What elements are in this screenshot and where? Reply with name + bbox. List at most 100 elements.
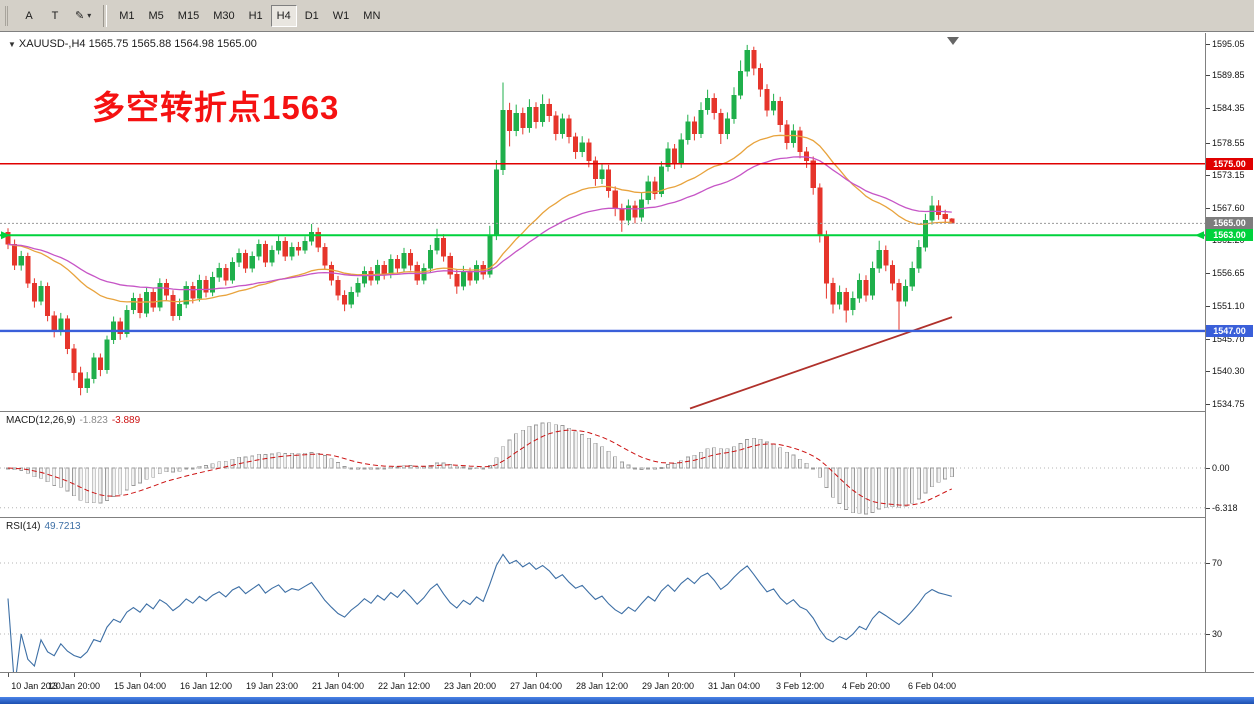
time-axis-label: 6 Feb 04:00 [907, 681, 957, 691]
price-badge-154700: 1547.00 [1206, 324, 1253, 337]
toolbar-grip[interactable] [5, 5, 11, 26]
price-axis-label: 1584.35 [1212, 102, 1245, 113]
price-axis[interactable]: 1595.05 1589.85 1584.35 1578.55 1573.15 1567.… [1205, 33, 1254, 672]
time-axis-label: 3 Feb 12:00 [775, 681, 825, 691]
timeframe-button-m5[interactable]: M5 [143, 5, 170, 27]
time-axis-label: 31 Jan 04:00 [707, 681, 761, 691]
timeframe-button-m15[interactable]: M15 [172, 5, 205, 27]
price-axis-label: 1551.10 [1212, 301, 1245, 312]
text-tool-button[interactable]: T [43, 5, 67, 27]
price-axis-tick [1206, 306, 1210, 308]
toolbar-separator [103, 4, 108, 27]
current-price-badge: 1565.00 [1206, 217, 1253, 230]
chevron-down-icon: ▾ [87, 11, 92, 20]
macd-axis-tick [1206, 507, 1210, 509]
timeframe-button-d1[interactable]: D1 [299, 5, 325, 27]
time-axis-tick [866, 673, 867, 677]
rsi-panel[interactable]: RSI(14) 49.7213 [0, 517, 1254, 672]
time-axis-tick [272, 673, 273, 677]
price-axis-label: 1595.05 [1212, 39, 1245, 49]
time-axis-label: 13 Jan 20:00 [47, 681, 101, 691]
time-axis-tick [800, 673, 801, 677]
chart-title: ▼ XAUUSD-,H4 1565.75 1565.88 1564.98 1565… [8, 38, 257, 50]
price-axis-label: 1540.30 [1212, 365, 1245, 376]
macd-label: MACD(12,26,9) -1.823 -3.889 [6, 415, 144, 426]
timeframe-button-h1[interactable]: H1 [243, 5, 269, 27]
price-axis-tick [1206, 207, 1210, 209]
cursor-tool-button[interactable]: A [17, 5, 41, 27]
price-axis-label: 1556.65 [1212, 268, 1245, 279]
macd-value-main: -1.823 [79, 415, 108, 426]
time-axis-label: 23 Jan 20:00 [443, 681, 497, 691]
time-axis-tick [206, 673, 207, 677]
price-axis-label: 1534.75 [1212, 399, 1245, 409]
rsi-axis-label: 70 [1212, 558, 1223, 568]
timeframe-button-mn[interactable]: MN [357, 5, 386, 27]
price-axis-tick [1206, 174, 1210, 176]
time-axis-label: 27 Jan 04:00 [509, 681, 563, 691]
bottom-strip [0, 697, 1254, 704]
time-axis-tick [8, 673, 9, 677]
price-axis-tick [1206, 370, 1210, 372]
candlestick-chart [0, 37, 1205, 410]
price-axis-label: 1567.60 [1212, 202, 1245, 213]
price-axis-label: 1578.55 [1212, 137, 1245, 148]
draw-tool-button[interactable]: ✎ ▾ [69, 5, 97, 27]
price-axis-label: 1589.85 [1212, 70, 1245, 80]
time-axis-tick [470, 673, 471, 677]
macd-axis-tick [1206, 468, 1210, 469]
timeframe-button-w1[interactable]: W1 [327, 5, 356, 27]
time-axis-label: 16 Jan 12:00 [179, 681, 233, 691]
price-axis-tick [1206, 142, 1210, 144]
price-badge-156300: 1563.00 [1206, 229, 1253, 242]
rsi-value: 49.7213 [44, 521, 81, 532]
time-axis-label: 29 Jan 20:00 [641, 681, 695, 691]
time-axis-tick [932, 673, 933, 677]
rsi-chart [0, 553, 1205, 672]
macd-chart [0, 422, 1205, 515]
timeframe-button-h4[interactable]: H4 [270, 4, 297, 27]
macd-value-signal: -3.889 [111, 415, 141, 426]
time-axis-tick [734, 673, 735, 677]
time-axis-label: 21 Jan 04:00 [311, 681, 365, 691]
price-axis-tick [1206, 44, 1210, 45]
time-axis-tick [668, 673, 669, 677]
chart-annotation-text[interactable]: 多空转折点1563 [92, 89, 340, 126]
time-axis-label: 19 Jan 23:00 [245, 681, 299, 691]
price-axis-label: 1573.15 [1212, 169, 1245, 180]
rsi-axis-label: 30 [1212, 629, 1223, 639]
chart-menu-icon: ▼ [8, 40, 16, 49]
price-axis-label: 1545.70 [1212, 333, 1245, 344]
time-axis-label: 4 Feb 20:00 [841, 681, 891, 691]
time-axis-label: 22 Jan 12:00 [377, 681, 431, 691]
main-chart-panel[interactable]: ▼ XAUUSD-,H4 1565.75 1565.88 1564.98 1565… [0, 33, 1254, 411]
pencil-icon: ✎ [75, 10, 85, 22]
chart-shift-marker-icon [947, 37, 959, 45]
timeframe-group: M1 M5 M15 M30 H1 H4 D1 W1 MN [112, 4, 387, 27]
rsi-axis-tick [1206, 634, 1210, 635]
time-axis-label: 10 Jan 2020 [11, 681, 61, 691]
time-axis-tick [140, 673, 141, 677]
price-badge-157500: 1575.00 [1206, 157, 1253, 170]
macd-axis-label: 0.00 [1212, 463, 1230, 473]
rsi-label: RSI(14) 49.7213 [6, 521, 85, 532]
timeframe-button-m30[interactable]: M30 [207, 5, 240, 27]
price-axis-tick [1206, 404, 1210, 405]
price-axis-tick [1206, 273, 1210, 275]
macd-panel[interactable]: MACD(12,26,9) -1.823 -3.889 [0, 411, 1254, 517]
macd-axis-label: -6.318 [1212, 502, 1238, 513]
price-axis-tick [1206, 107, 1210, 109]
toolbar: A T ✎ ▾ M1 M5 M15 M30 H1 H4 D1 W1 MN [0, 0, 1254, 32]
price-axis-tick [1206, 75, 1210, 76]
time-axis-tick [74, 673, 75, 677]
rsi-title: RSI(14) [6, 521, 41, 532]
time-axis[interactable]: 10 Jan 2020 13 Jan 20:00 15 Jan 04:00 16 Ja… [0, 672, 1254, 697]
timeframe-button-m1[interactable]: M1 [113, 5, 140, 27]
price-axis-tick [1206, 338, 1210, 340]
macd-title: MACD(12,26,9) [6, 415, 76, 426]
rsi-axis-tick [1206, 563, 1210, 564]
chart-title-text: XAUUSD-,H4 1565.75 1565.88 1564.98 1565.… [18, 38, 257, 50]
time-axis-label: 15 Jan 04:00 [113, 681, 167, 691]
time-axis-tick [602, 673, 603, 677]
